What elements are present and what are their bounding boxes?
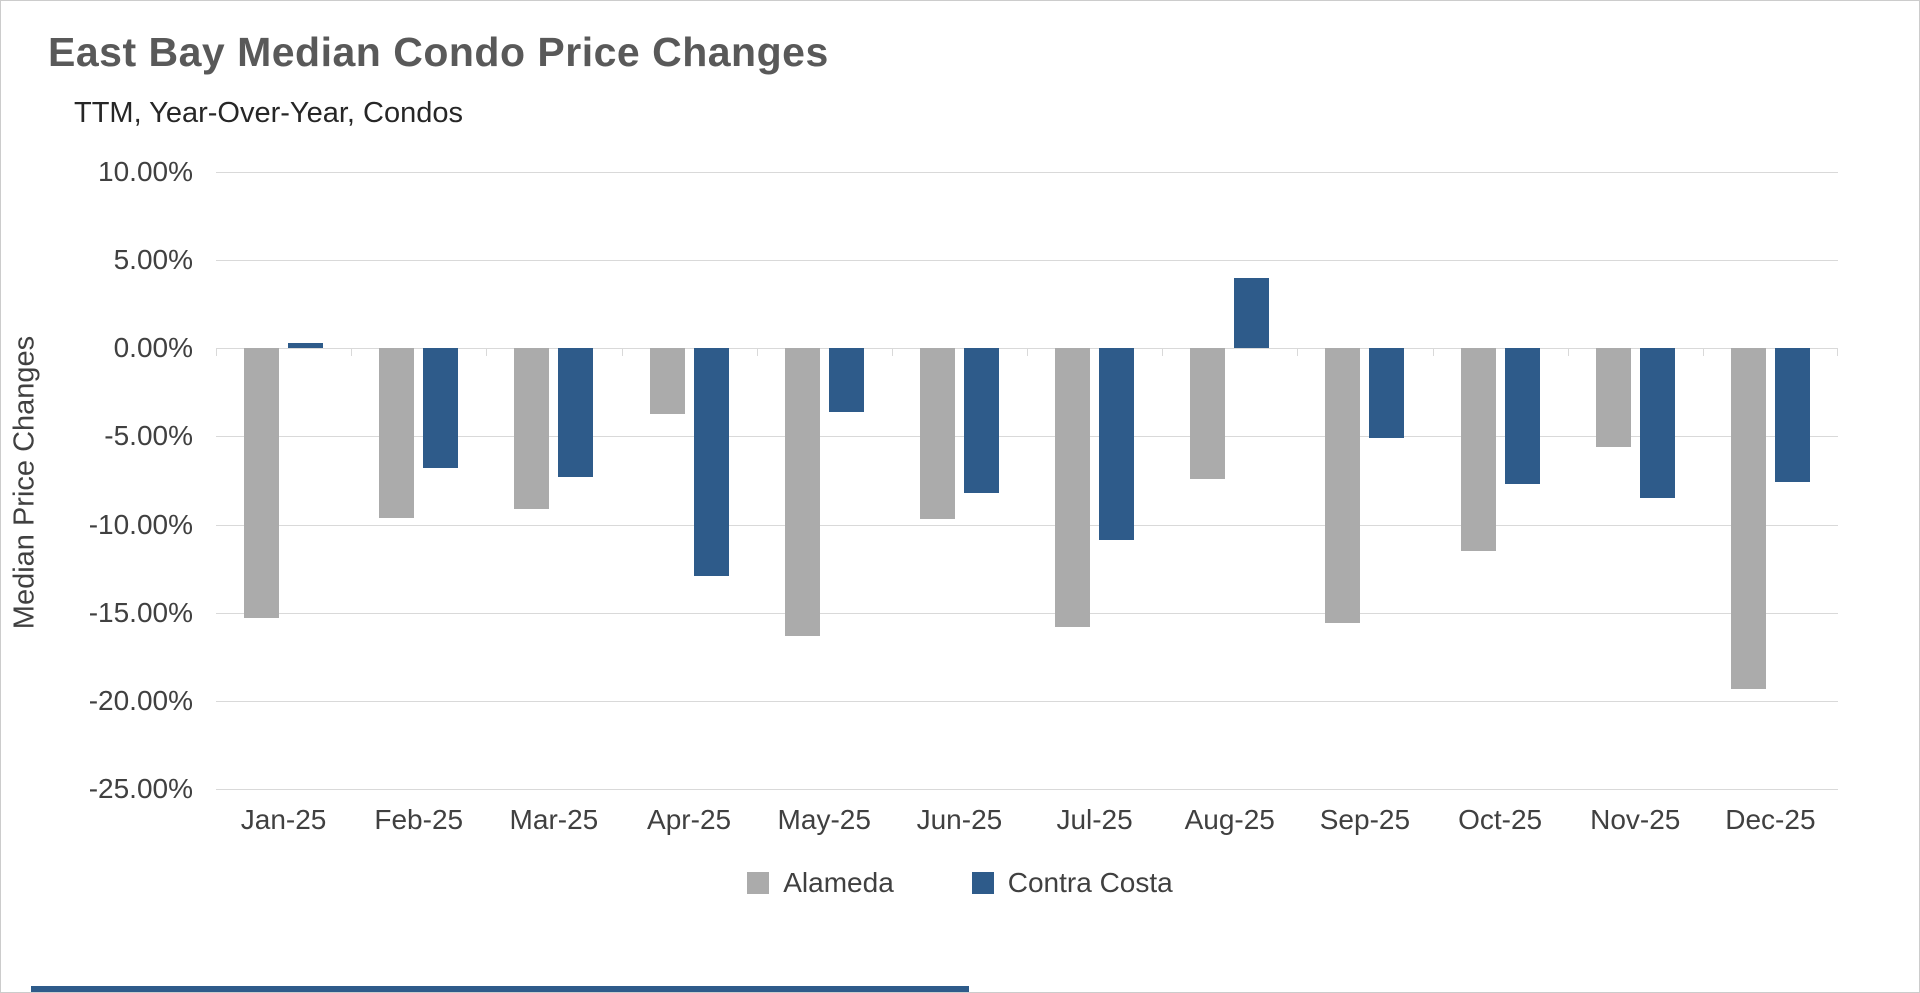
y-tick-label: -20.00% [88, 684, 193, 716]
bar-contra-costa-jul-25[interactable] [1099, 348, 1135, 541]
gridline [216, 172, 1838, 173]
gridline [216, 524, 1838, 526]
bar-alameda-jan-25[interactable] [244, 348, 280, 618]
y-tick-label: 5.00% [113, 244, 193, 276]
y-tick-label: -10.00% [88, 508, 193, 540]
bar-alameda-aug-25[interactable] [1190, 348, 1226, 479]
bar-alameda-apr-25[interactable] [649, 348, 685, 414]
x-axis-labels: Jan-25 Feb-25 Mar-25 Apr-25 May-25 Jun-25 Jul-… [216, 804, 1838, 844]
y-axis-tick-labels: 10.00% 5.00% 0.00% -5.00% -10.00% -15.00% -20.… [1, 156, 193, 804]
y-tick-label: -5.00% [104, 420, 193, 452]
bottom-accent-strip [31, 986, 969, 992]
x-axis-label: Mar-25 [509, 804, 599, 835]
legend-swatch-alameda [747, 872, 770, 894]
y-tick-label: -15.00% [88, 596, 193, 628]
x-axis-label: Jan-25 [240, 804, 327, 835]
bar-contra-costa-jan-25[interactable] [288, 342, 324, 349]
bar-alameda-jul-25[interactable] [1055, 348, 1091, 627]
bar-alameda-oct-25[interactable] [1460, 348, 1496, 551]
x-axis-label: Nov-25 [1590, 804, 1681, 835]
axis-tick [1702, 348, 1704, 357]
bar-alameda-jun-25[interactable] [919, 348, 955, 520]
bar-contra-costa-dec-25[interactable] [1774, 348, 1810, 483]
axis-tick [1027, 348, 1028, 357]
axis-tick [1297, 348, 1299, 357]
legend-item-contra-costa[interactable]: Contra Costa [971, 867, 1173, 899]
axis-tick [621, 348, 623, 357]
x-axis-label: May-25 [777, 804, 871, 835]
bar-contra-costa-apr-25[interactable] [693, 348, 729, 576]
axis-tick [756, 348, 758, 357]
legend-item-alameda[interactable]: Alameda [747, 867, 894, 899]
bar-contra-costa-oct-25[interactable] [1504, 348, 1540, 485]
bar-contra-costa-jun-25[interactable] [963, 348, 999, 493]
x-axis-label: Sep-25 [1319, 804, 1411, 835]
legend-swatch-contra-costa [971, 872, 994, 894]
legend-label: Contra Costa [1007, 867, 1173, 898]
bar-contra-costa-sep-25[interactable] [1369, 348, 1405, 439]
axis-tick [351, 348, 353, 357]
axis-tick [891, 348, 893, 357]
x-axis-label: Jun-25 [916, 804, 1003, 835]
x-axis-label: Oct-25 [1458, 804, 1543, 835]
gridline [216, 700, 1838, 702]
legend-label: Alameda [783, 867, 894, 898]
y-tick-label: -25.00% [88, 773, 193, 804]
axis-tick [1837, 348, 1838, 357]
bar-alameda-sep-25[interactable] [1325, 348, 1361, 624]
bar-alameda-feb-25[interactable] [379, 348, 415, 518]
axis-tick [1162, 348, 1164, 357]
bar-alameda-nov-25[interactable] [1595, 348, 1631, 447]
bar-contra-costa-may-25[interactable] [828, 348, 864, 412]
bar-contra-costa-nov-25[interactable] [1639, 348, 1675, 499]
bar-contra-costa-aug-25[interactable] [1234, 277, 1270, 349]
axis-tick [486, 348, 488, 357]
gridline [216, 260, 1838, 262]
axis-tick [1567, 348, 1569, 357]
plot-area [216, 172, 1838, 790]
gridline [216, 612, 1838, 614]
y-tick-label: 10.00% [98, 156, 193, 187]
x-axis-label: Aug-25 [1184, 804, 1275, 835]
gridline [216, 436, 1838, 438]
x-axis-label: Apr-25 [647, 804, 732, 835]
x-axis-label: Dec-25 [1725, 804, 1816, 835]
bar-alameda-mar-25[interactable] [514, 348, 550, 509]
x-axis-label: Jul-25 [1056, 804, 1133, 835]
bar-contra-costa-feb-25[interactable] [423, 348, 459, 469]
bar-alameda-dec-25[interactable] [1730, 348, 1766, 689]
gridline [216, 789, 1838, 790]
bar-alameda-may-25[interactable] [784, 348, 820, 636]
legend: Alameda Contra Costa [1, 867, 1919, 899]
x-axis-label: Feb-25 [374, 804, 464, 835]
chart-subtitle: TTM, Year-Over-Year, Condos [74, 97, 463, 129]
axis-tick [216, 348, 217, 357]
chart-title: East Bay Median Condo Price Changes [48, 29, 829, 75]
y-tick-label: 0.00% [113, 332, 193, 364]
bar-contra-costa-mar-25[interactable] [558, 348, 594, 477]
axis-tick [1432, 348, 1434, 357]
